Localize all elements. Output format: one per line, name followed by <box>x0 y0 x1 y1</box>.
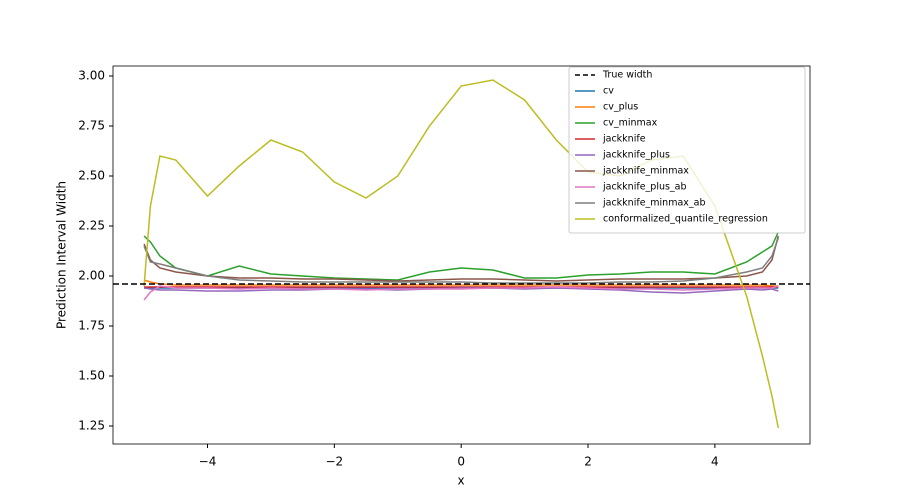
legend-label: jackknife_plus_ab <box>602 182 687 193</box>
legend-label: cv_minmax <box>603 118 658 129</box>
legend-label: cv <box>603 86 614 97</box>
x-tick-label: 4 <box>711 455 719 469</box>
y-tick-label: 1.50 <box>78 369 105 383</box>
x-tick-label: 0 <box>457 455 465 469</box>
series-line <box>143 285 779 301</box>
y-tick-label: 2.75 <box>78 119 105 133</box>
x-tick-label: −2 <box>325 455 343 469</box>
x-tick-label: 2 <box>584 455 592 469</box>
legend-label: jackknife_minmax_ab <box>602 198 706 209</box>
y-tick-label: 2.25 <box>78 219 105 233</box>
y-tick-label: 2.50 <box>78 169 105 183</box>
legend-label: jackknife_minmax <box>602 166 689 177</box>
y-tick-label: 3.00 <box>78 69 105 83</box>
legend-label: cv_plus <box>603 102 638 113</box>
series-line <box>143 235 780 282</box>
legend: True width cv cv_plus cv_minmax jackknife jac… <box>568 66 806 234</box>
series-line <box>143 279 779 287</box>
legend-label: True width <box>602 70 652 81</box>
series-line <box>143 237 779 284</box>
plot-frame <box>112 65 811 445</box>
y-tick-label: 2.00 <box>78 269 105 283</box>
series-line <box>143 231 779 281</box>
x-tick-label: −4 <box>199 455 217 469</box>
y-tick-label: 1.75 <box>78 319 105 333</box>
y-axis-label: Prediction Interval Width <box>55 181 69 329</box>
y-tick-label: 1.25 <box>78 419 105 433</box>
legend-label: conformalized_quantile_regression <box>603 214 768 225</box>
series-line <box>143 287 779 294</box>
legend-box <box>568 66 806 234</box>
legend-label: jackknife_plus <box>602 150 670 161</box>
x-axis-label: x <box>457 474 464 488</box>
legend-label: jackknife <box>602 134 646 145</box>
